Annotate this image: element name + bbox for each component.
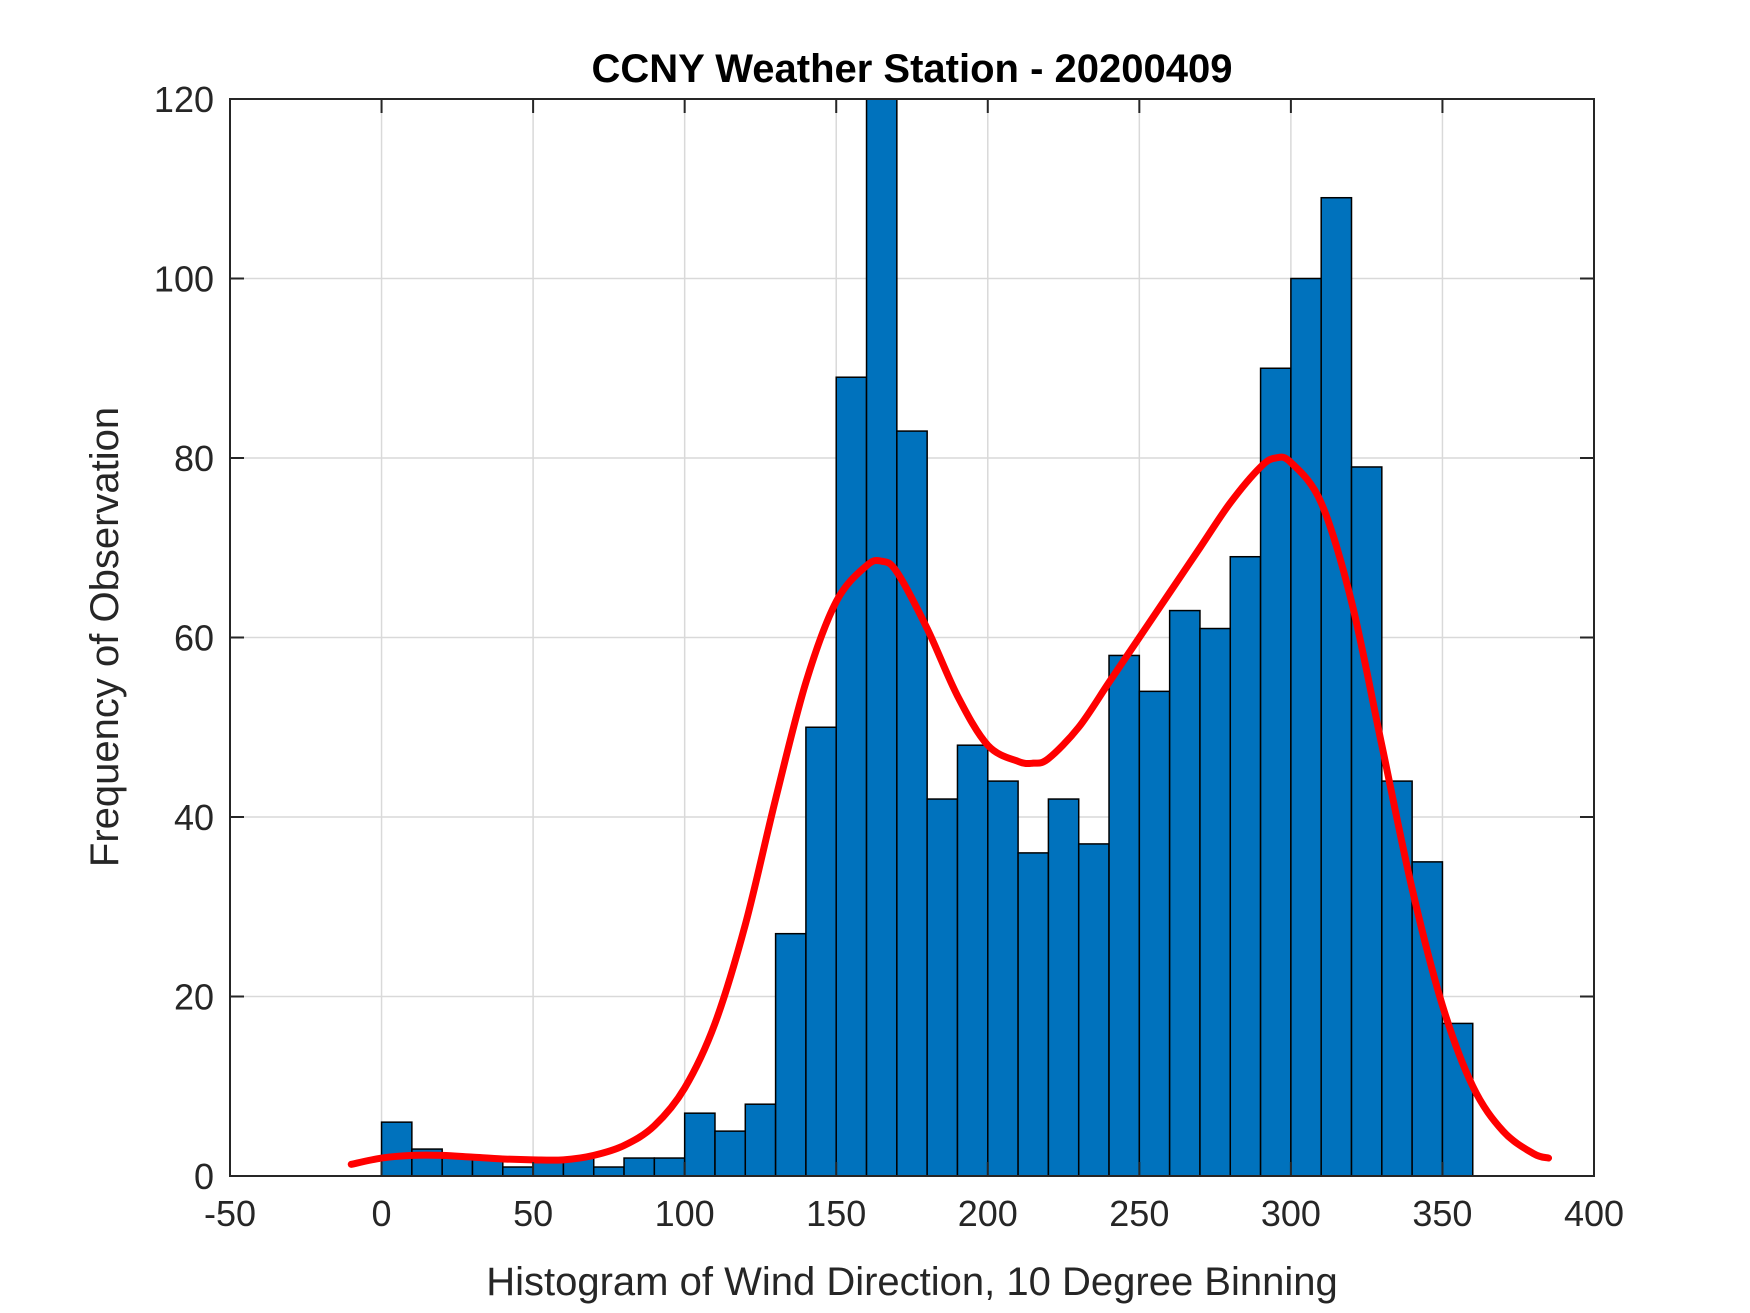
histogram-bar-170 [896, 430, 928, 1177]
histogram-bar-70 [592, 1166, 625, 1177]
histogram-bar-290 [1259, 367, 1292, 1177]
x-tick-label: 200 [958, 1193, 1018, 1234]
histogram-bar-340 [1411, 861, 1444, 1177]
y-tick-label: 0 [194, 1156, 214, 1197]
histogram-bar-0 [380, 1121, 413, 1177]
histogram-bar-320 [1350, 466, 1383, 1177]
tick-marks [229, 98, 1595, 1177]
y-tick-label: 100 [154, 259, 214, 300]
histogram-bar-20 [441, 1157, 474, 1177]
histogram-bar-150 [835, 376, 868, 1177]
histogram-bar-260 [1168, 609, 1201, 1177]
x-axis-label: Histogram of Wind Direction, 10 Degree B… [486, 1260, 1338, 1304]
x-tick-label: 100 [655, 1193, 715, 1234]
x-tick-label: 50 [513, 1193, 553, 1234]
histogram-bar-100 [683, 1112, 716, 1177]
histogram-bar-310 [1320, 196, 1353, 1177]
histogram-bar-90 [653, 1157, 686, 1177]
y-tick-label: 20 [174, 977, 214, 1018]
y-tick-label: 120 [154, 79, 214, 120]
histogram-bar-140 [805, 726, 837, 1177]
x-tick-label: 250 [1109, 1193, 1169, 1234]
histogram-bar-300 [1290, 277, 1322, 1177]
fitted-distribution-curve [347, 453, 1553, 1168]
histogram-bar-240 [1108, 654, 1141, 1177]
fit-curve-group [347, 453, 1553, 1168]
x-tick-label: -50 [204, 1193, 256, 1234]
x-tick-label: 150 [806, 1193, 866, 1234]
histogram-bar-230 [1077, 843, 1110, 1177]
x-tick-label: 350 [1412, 1193, 1472, 1234]
histogram-bar-210 [1017, 852, 1050, 1177]
histogram-bar-190 [956, 744, 989, 1177]
chart-title: CCNY Weather Station - 20200409 [592, 47, 1233, 91]
y-tick-label: 80 [174, 438, 214, 479]
histogram-bar-120 [744, 1103, 777, 1177]
histogram-bar-180 [926, 798, 959, 1177]
y-tick-labels: 0 20 40 60 80 100 120 [154, 79, 214, 1197]
histogram-bar-330 [1381, 780, 1413, 1177]
x-tick-label: 0 [372, 1193, 392, 1234]
histogram-bar-200 [987, 780, 1019, 1177]
histogram-bar-130 [774, 932, 807, 1177]
histogram-bar-160 [865, 98, 898, 1177]
y-axis-label: Frequency of Observation [83, 407, 127, 867]
histogram-bar-40 [502, 1166, 534, 1177]
histogram-bar-80 [623, 1157, 656, 1177]
histogram-bar-110 [714, 1130, 747, 1177]
y-tick-label: 60 [174, 618, 214, 659]
histogram-bar-220 [1047, 798, 1080, 1177]
x-tick-label: 400 [1564, 1193, 1624, 1234]
y-tick-label: 40 [174, 797, 214, 838]
histogram-bar-270 [1199, 627, 1232, 1177]
x-tick-label: 300 [1261, 1193, 1321, 1234]
histogram-bars [380, 98, 1474, 1177]
histogram-bar-250 [1138, 690, 1171, 1177]
histogram-bar-280 [1229, 555, 1262, 1177]
x-tick-labels: -50 0 50 100 150 200 250 300 350 400 [204, 1193, 1624, 1234]
